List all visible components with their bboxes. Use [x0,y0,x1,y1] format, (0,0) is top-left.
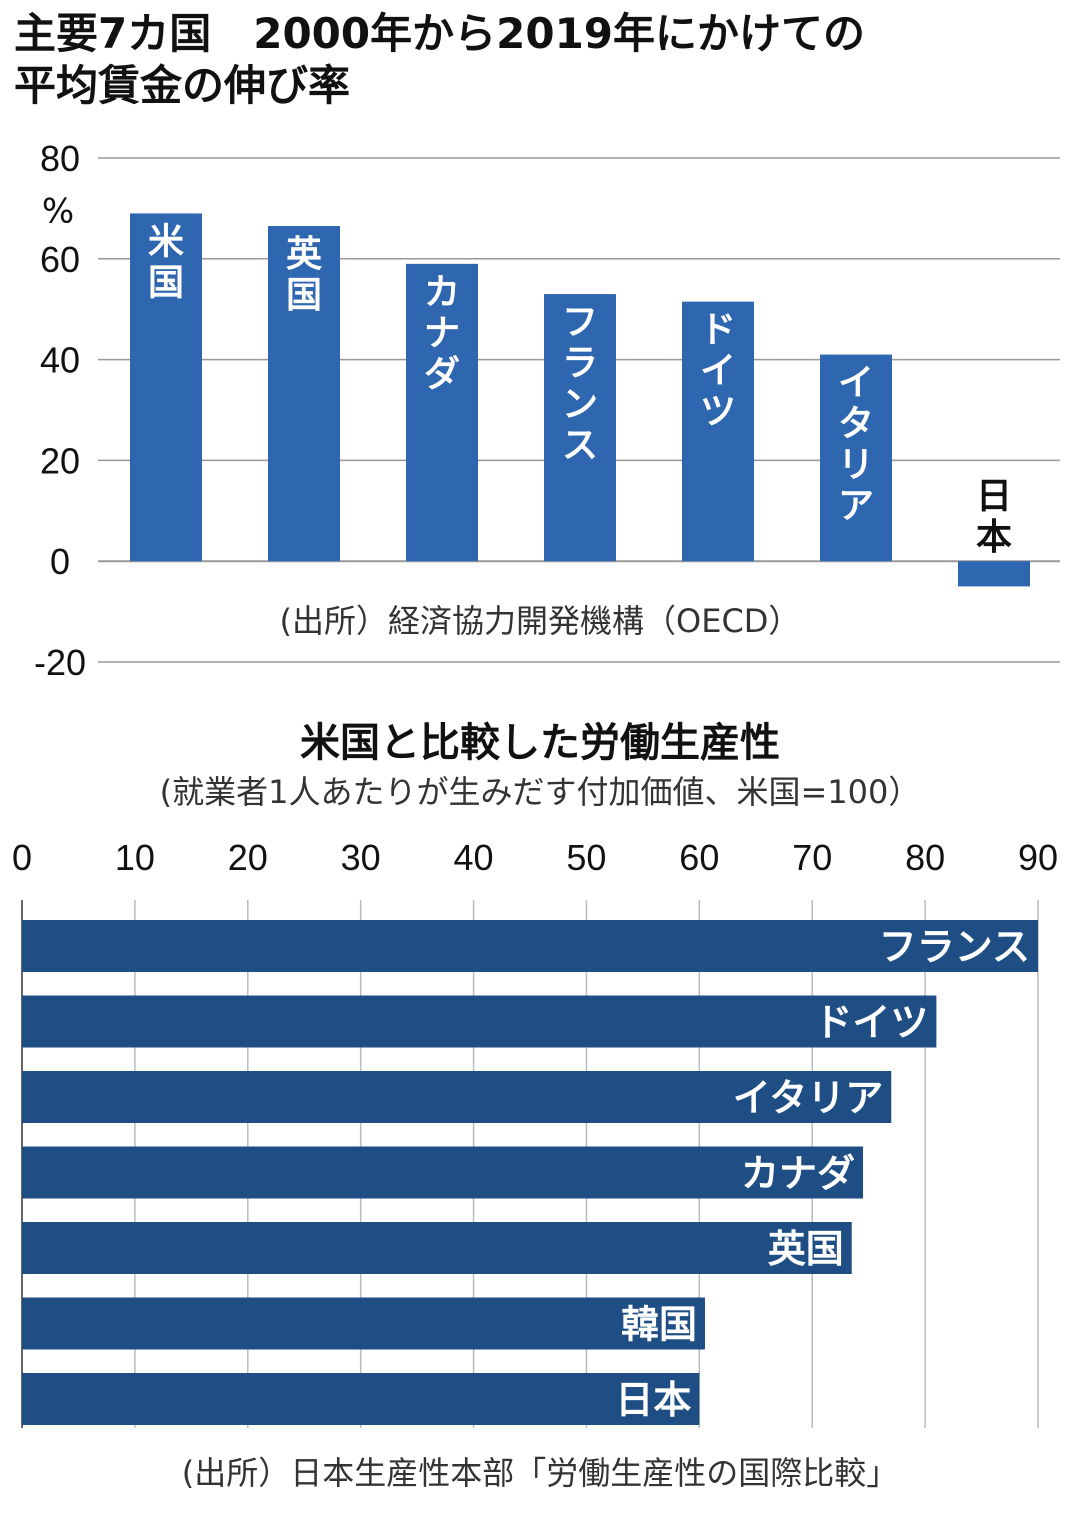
bar-label: 米国 [148,221,184,303]
bar [682,301,754,562]
x-tick-label: 30 [341,837,381,878]
x-tick-label: 0 [12,837,32,878]
bar [958,561,1030,587]
x-tick-label: 80 [905,837,945,878]
x-tick-label: 50 [566,837,606,878]
x-tick-label: 70 [792,837,832,878]
bar [406,263,478,562]
bar [22,1071,892,1123]
bar-label: 日本 [615,1378,691,1422]
x-tick-label: 20 [228,837,268,878]
y-tick-label: 80 [40,138,80,179]
y-unit-label: % [42,191,74,231]
bar-label: 英国 [286,234,323,316]
y-tick-label: 40 [40,340,80,381]
bar-label: 日本 [976,476,1012,558]
chart1-title-line2: 平均賃金の伸び率 [14,61,351,110]
chart2-source: (出所）日本生産性本部「労働生産性の国際比較」 [182,1454,899,1492]
y-tick-label: 20 [40,440,80,481]
bar [130,213,202,562]
y-tick-label: 60 [40,239,80,280]
bar [22,1146,864,1199]
bar-label: ドイツ [700,310,736,433]
bar [268,226,340,562]
bar [22,1222,852,1274]
chart1-source: (出所）経済協力開発機構（OECD） [280,602,801,640]
bar [544,294,616,562]
y-tick-label: -20 [34,642,86,683]
bar-label: フランス [562,302,598,466]
bar-label: 英国 [768,1227,844,1271]
bar [22,1373,700,1425]
bar-label: イタリア [838,363,874,527]
x-tick-label: 10 [115,837,155,878]
bar-label: フランス [879,925,1030,969]
x-tick-label: 60 [679,837,719,878]
bar-label: ドイツ [814,1001,928,1045]
chart2-title: 米国と比較した労働生産性 [300,720,780,766]
bar [820,354,892,562]
bar-label: イタリア [733,1076,883,1120]
bar-label: 韓国 [621,1303,697,1347]
wage-growth-chart: 80 60 40 20 0 -20% 米国 英国 カナダ フランス ドイツ イタリア日本 (出所）経済協… [34,138,1060,683]
chart1-title-line1: 主要7カ国 2000年から2019年にかけての [14,9,866,58]
bar [22,920,1038,972]
bar [22,995,937,1048]
chart1-title: 主要7カ国 2000年から2019年にかけての 平均賃金の伸び率 [14,8,1074,112]
chart2-subtitle: (就業者1人あたりが生みだす付加価値、米国=100） [159,773,921,811]
x-tick-label: 40 [454,837,494,878]
y-tick-label: 0 [50,541,70,582]
bar-label: カナダ [424,272,460,395]
bar [22,1297,705,1350]
x-tick-label: 90 [1018,837,1058,878]
bar-label: カナダ [741,1152,855,1196]
